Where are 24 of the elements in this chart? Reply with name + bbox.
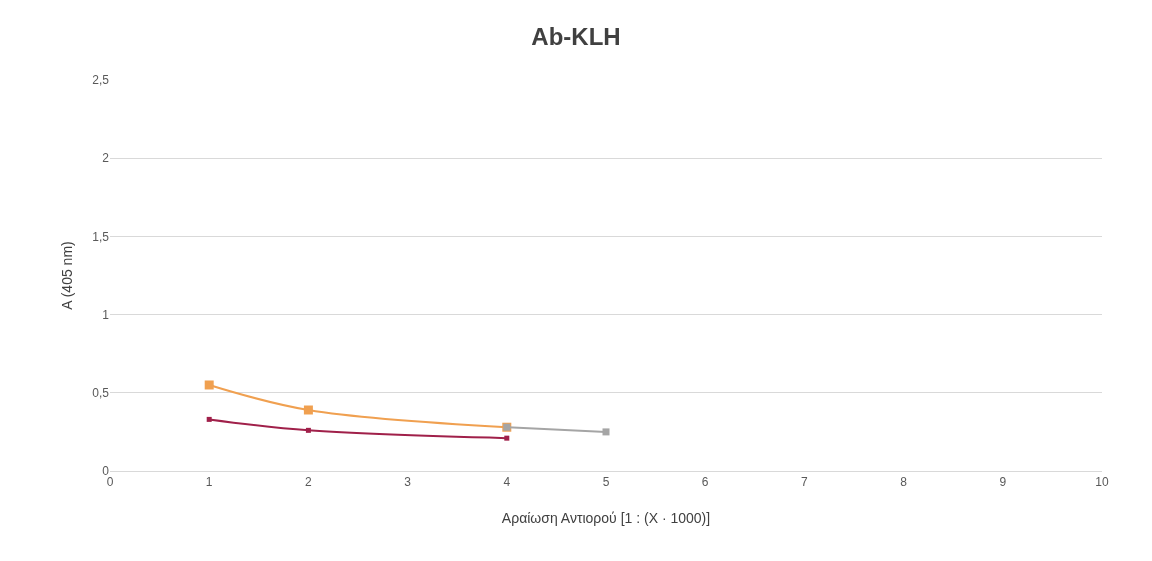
- point: [602, 428, 610, 436]
- x-tick-label: 7: [801, 475, 809, 490]
- x-tick-label: 6: [701, 475, 709, 490]
- y-tick-label: 1: [102, 307, 110, 322]
- y-axis-title: A (405 nm): [59, 241, 75, 310]
- point: [204, 380, 214, 390]
- x-tick-label: 2: [305, 475, 313, 490]
- point: [303, 405, 313, 415]
- point: [504, 435, 510, 441]
- y-tick-label: 0,5: [92, 386, 110, 400]
- x-tick-label: 8: [900, 475, 908, 490]
- point: [206, 416, 212, 422]
- x-tick-label: 3: [404, 475, 412, 490]
- y-tick-label: 2,5: [92, 73, 110, 88]
- x-tick-label: 10: [1095, 475, 1109, 490]
- point: [305, 427, 311, 433]
- y-tick-label: 2: [102, 151, 110, 166]
- x-axis-title: Αραίωση Αντιορού [1 : (X · 1000)]: [501, 510, 711, 526]
- x-tick-label: 1: [205, 475, 213, 490]
- x-tick-label: 4: [503, 475, 511, 490]
- chart-title: Ab-KLH: [531, 22, 621, 50]
- y-tick-label: 1,5: [92, 229, 110, 244]
- x-tick-label: 9: [999, 475, 1007, 490]
- x-tick-label: 5: [602, 475, 610, 490]
